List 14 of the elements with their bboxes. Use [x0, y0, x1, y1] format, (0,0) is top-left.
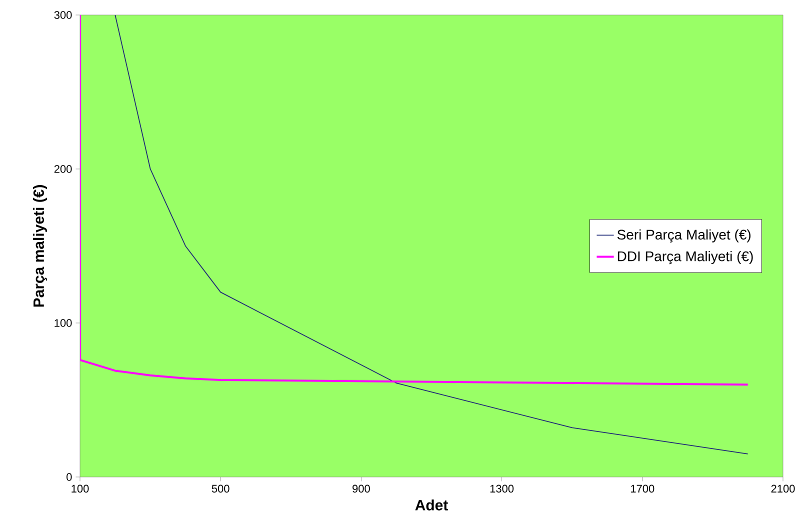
x-tick-label: 500 [212, 484, 230, 493]
y-tick-label: 100 [54, 319, 72, 327]
x-tick-label: 1300 [490, 484, 514, 493]
y-tick-label: 0 [66, 473, 72, 481]
legend-label: DDI Parça Maliyeti (€) [618, 250, 753, 264]
legend-label: Seri Parça Maliyet (€) [617, 229, 750, 242]
x-tick-label: 900 [352, 484, 370, 493]
x-axis-title: Adet [415, 499, 448, 510]
x-tick-label: 1700 [630, 484, 654, 493]
y-tick-label: 300 [54, 11, 72, 19]
x-tick-label: 100 [72, 484, 89, 493]
x-tick-label: 2100 [771, 484, 795, 493]
y-tick-label: 200 [54, 165, 72, 173]
y-axis-title: Parça maliyeti (€) [33, 185, 47, 307]
